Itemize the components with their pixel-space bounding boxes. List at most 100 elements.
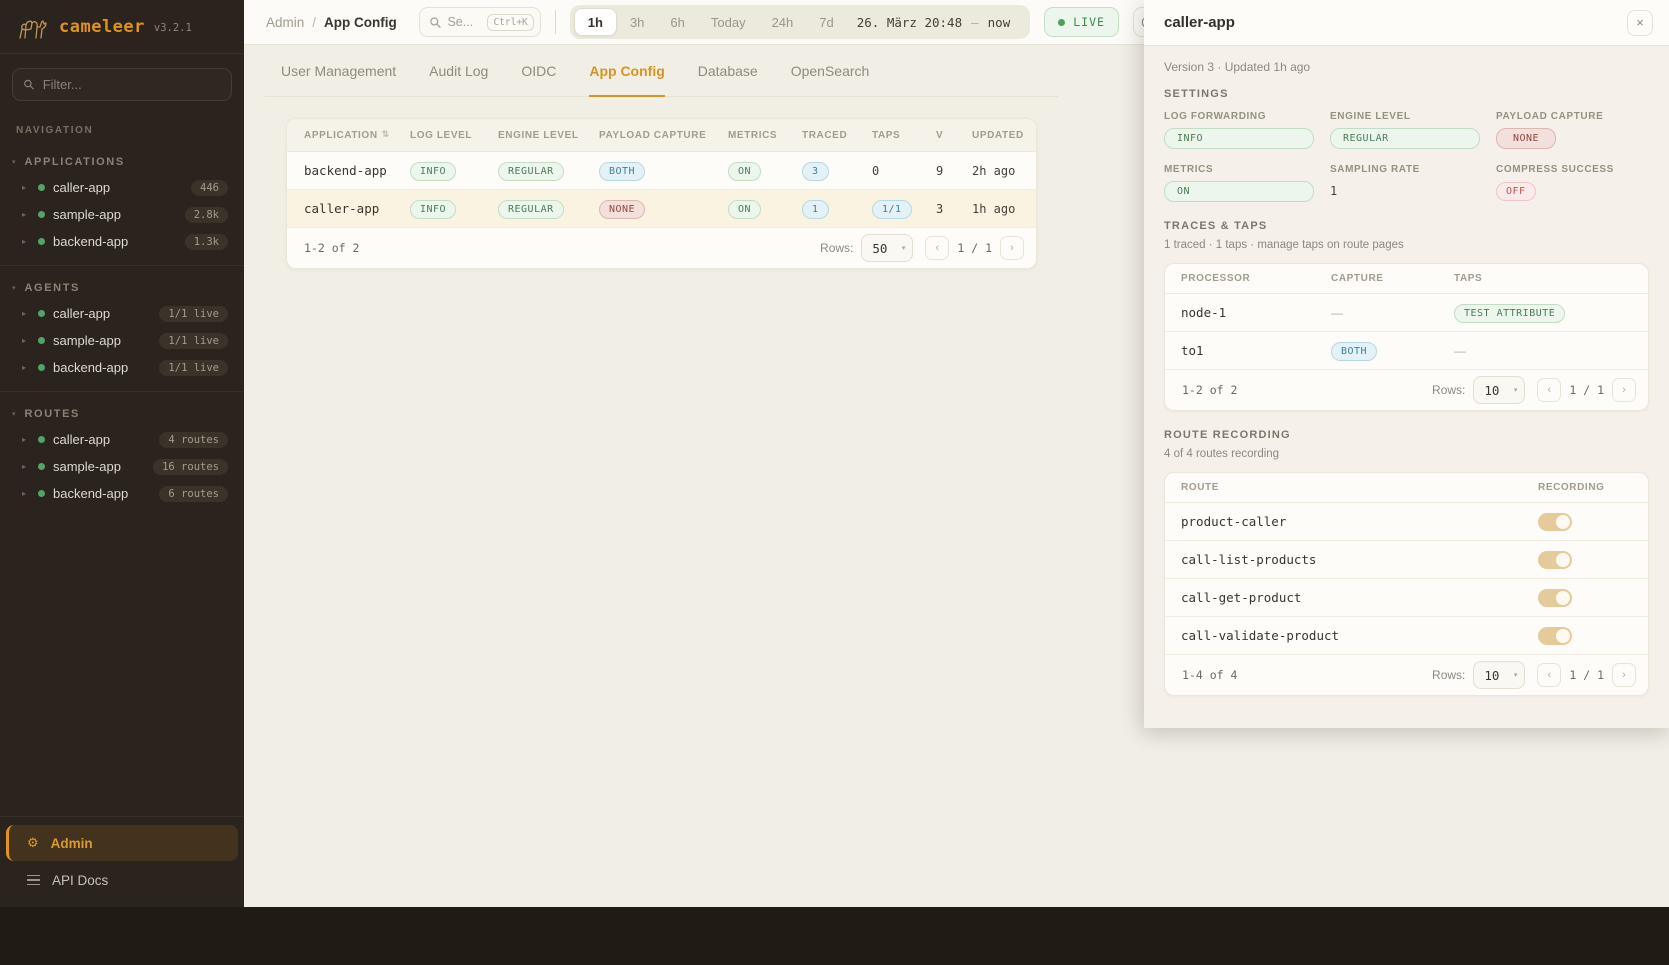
status-dot xyxy=(38,364,45,371)
tab-oidc[interactable]: OIDC xyxy=(521,62,557,79)
status-dot xyxy=(38,238,45,245)
page-indicator: 1 / 1 xyxy=(957,241,992,255)
page-indicator: 1 / 1 xyxy=(1569,668,1604,682)
table-row-node-1[interactable]: node-1 — TEST ATTRIBUTE xyxy=(1165,294,1648,332)
status-dot xyxy=(38,211,45,218)
section-header-applications[interactable]: ▾ APPLICATIONS xyxy=(0,150,244,174)
cell-route: product-caller xyxy=(1181,514,1287,529)
section-header-routes[interactable]: ▾ ROUTES xyxy=(0,402,244,426)
sidebar-item-route-backend[interactable]: ▸ backend-app 6 routes xyxy=(0,480,244,507)
filter-input[interactable] xyxy=(42,77,221,92)
table-row-call-get-product: call-get-product xyxy=(1165,579,1648,617)
time-range-6h[interactable]: 6h xyxy=(657,8,697,36)
date-start: 26. März 20:48 xyxy=(856,14,963,30)
tab-database[interactable]: Database xyxy=(697,62,758,79)
col-version: V xyxy=(936,129,944,141)
tab-opensearch[interactable]: OpenSearch xyxy=(790,62,870,79)
recording-toggle-on[interactable] xyxy=(1538,512,1572,531)
search-input[interactable] xyxy=(447,15,482,29)
time-range-24h[interactable]: 24h xyxy=(759,8,807,36)
sidebar-item-app-backend[interactable]: ▸ backend-app 1.3k xyxy=(0,228,244,255)
settings-grid: LOG FORWARDING INFO ENGINE LEVEL REGULAR… xyxy=(1164,111,1649,202)
next-page-button[interactable]: › xyxy=(1612,663,1636,687)
log-level-badge: INFO xyxy=(410,199,457,219)
sidebar-item-api-docs[interactable]: API Docs xyxy=(6,863,238,897)
recording-toggle-on[interactable] xyxy=(1538,626,1572,645)
time-range-today[interactable]: Today xyxy=(698,8,759,36)
app-version: v3.2.1 xyxy=(153,22,192,34)
pager: ‹ 1 / 1 › xyxy=(1537,378,1636,402)
time-range-1h[interactable]: 1h xyxy=(573,8,617,36)
chevron-right-icon: ▸ xyxy=(22,237,27,246)
col-recording: RECORDING xyxy=(1538,482,1605,493)
table-row-to1[interactable]: to1 BOTH — xyxy=(1165,332,1648,370)
sidebar-item-route-sample[interactable]: ▸ sample-app 16 routes xyxy=(0,453,244,480)
tab-app-config[interactable]: App Config xyxy=(589,45,666,97)
settings-heading: SETTINGS xyxy=(1164,88,1229,100)
cell-updated: 2h ago xyxy=(972,163,1016,178)
prev-page-button[interactable]: ‹ xyxy=(925,236,950,260)
col-taps: TAPS xyxy=(1454,273,1483,284)
date-range-display[interactable]: 26. März 20:48 — now xyxy=(847,15,1026,30)
recording-toggle-on[interactable] xyxy=(1538,550,1572,569)
rows-label: Rows: xyxy=(820,241,854,255)
count-badge: 1.3k xyxy=(184,233,228,250)
global-search[interactable]: Ctrl+K xyxy=(418,7,541,37)
cell-application: backend-app xyxy=(304,163,387,178)
col-traced: TRACED xyxy=(802,129,848,141)
breadcrumb-admin[interactable]: Admin xyxy=(266,14,305,30)
capture-badge: BOTH xyxy=(1331,341,1378,361)
cell-route: call-validate-product xyxy=(1181,628,1340,643)
next-page-button[interactable]: › xyxy=(1612,378,1636,402)
close-button[interactable]: × xyxy=(1627,9,1653,36)
prev-page-button[interactable]: ‹ xyxy=(1537,378,1562,402)
col-application[interactable]: APPLICATION ⇅ xyxy=(304,129,390,141)
item-label: backend-app xyxy=(53,360,129,375)
sidebar-item-app-sample[interactable]: ▸ sample-app 2.8k xyxy=(0,201,244,228)
sidebar-item-admin[interactable]: ⚙ Admin xyxy=(6,825,238,861)
cell-taps: — xyxy=(1454,343,1466,358)
search-icon xyxy=(24,79,34,90)
apidocs-label: API Docs xyxy=(52,872,109,888)
rows-per-page-select[interactable]: 10 ▾ xyxy=(1473,376,1526,404)
menu-icon xyxy=(27,874,40,886)
breadcrumb-separator: / xyxy=(312,14,317,30)
sidebar-filter[interactable] xyxy=(12,68,232,101)
sidebar-item-app-caller[interactable]: ▸ caller-app 446 xyxy=(0,174,244,201)
sidebar-item-route-caller[interactable]: ▸ caller-app 4 routes xyxy=(0,426,244,453)
live-button[interactable]: LIVE xyxy=(1044,7,1119,37)
traced-badge: 1 xyxy=(802,199,829,219)
rows-per-page-select[interactable]: 10 ▾ xyxy=(1473,661,1526,689)
field-sampling-rate: SAMPLING RATE 1 xyxy=(1330,164,1496,202)
date-end: now xyxy=(987,14,1011,30)
field-payload-capture: PAYLOAD CAPTURE NONE xyxy=(1496,111,1649,149)
app-config-table: APPLICATION ⇅ LOG LEVEL ENGINE LEVEL PAYL… xyxy=(286,118,1037,269)
time-range-7d[interactable]: 7d xyxy=(806,8,846,36)
rows-per-page-select[interactable]: 50 ▾ xyxy=(861,234,914,262)
time-range-3h[interactable]: 3h xyxy=(617,8,657,36)
recording-toggle-on[interactable] xyxy=(1538,588,1572,607)
live-label: LIVE xyxy=(1073,15,1105,29)
section-header-agents[interactable]: ▾ AGENTS xyxy=(0,276,244,300)
prev-page-button[interactable]: ‹ xyxy=(1537,663,1562,687)
sidebar-item-agent-caller[interactable]: ▸ caller-app 1/1 live xyxy=(0,300,244,327)
chevron-right-icon: ▸ xyxy=(22,462,27,471)
sidebar-item-agent-sample[interactable]: ▸ sample-app 1/1 live xyxy=(0,327,244,354)
tab-user-management[interactable]: User Management xyxy=(281,62,397,79)
cell-route: call-list-products xyxy=(1181,552,1317,567)
cell-taps: 0 xyxy=(872,163,880,178)
item-label: caller-app xyxy=(53,432,111,447)
field-metrics: METRICS ON xyxy=(1164,164,1330,202)
count-badge: 2.8k xyxy=(184,206,228,223)
routes-pagination: 1-4 of 4 Rows: 10 ▾ ‹ 1 / 1 › xyxy=(1165,655,1648,695)
col-engine-level: ENGINE LEVEL xyxy=(498,129,579,141)
status-dot xyxy=(38,337,45,344)
col-capture: CAPTURE xyxy=(1331,273,1384,284)
tab-audit-log[interactable]: Audit Log xyxy=(429,62,489,79)
chevron-right-icon: ▸ xyxy=(22,309,27,318)
table-row-backend-app[interactable]: backend-app INFO REGULAR BOTH ON 3 0 9 2… xyxy=(287,152,1036,190)
traces-heading: TRACES & TAPS xyxy=(1164,220,1268,232)
sidebar-item-agent-backend[interactable]: ▸ backend-app 1/1 live xyxy=(0,354,244,381)
next-page-button[interactable]: › xyxy=(1000,236,1024,260)
table-row-caller-app[interactable]: caller-app INFO REGULAR NONE ON 1 1/1 3 … xyxy=(287,190,1036,228)
